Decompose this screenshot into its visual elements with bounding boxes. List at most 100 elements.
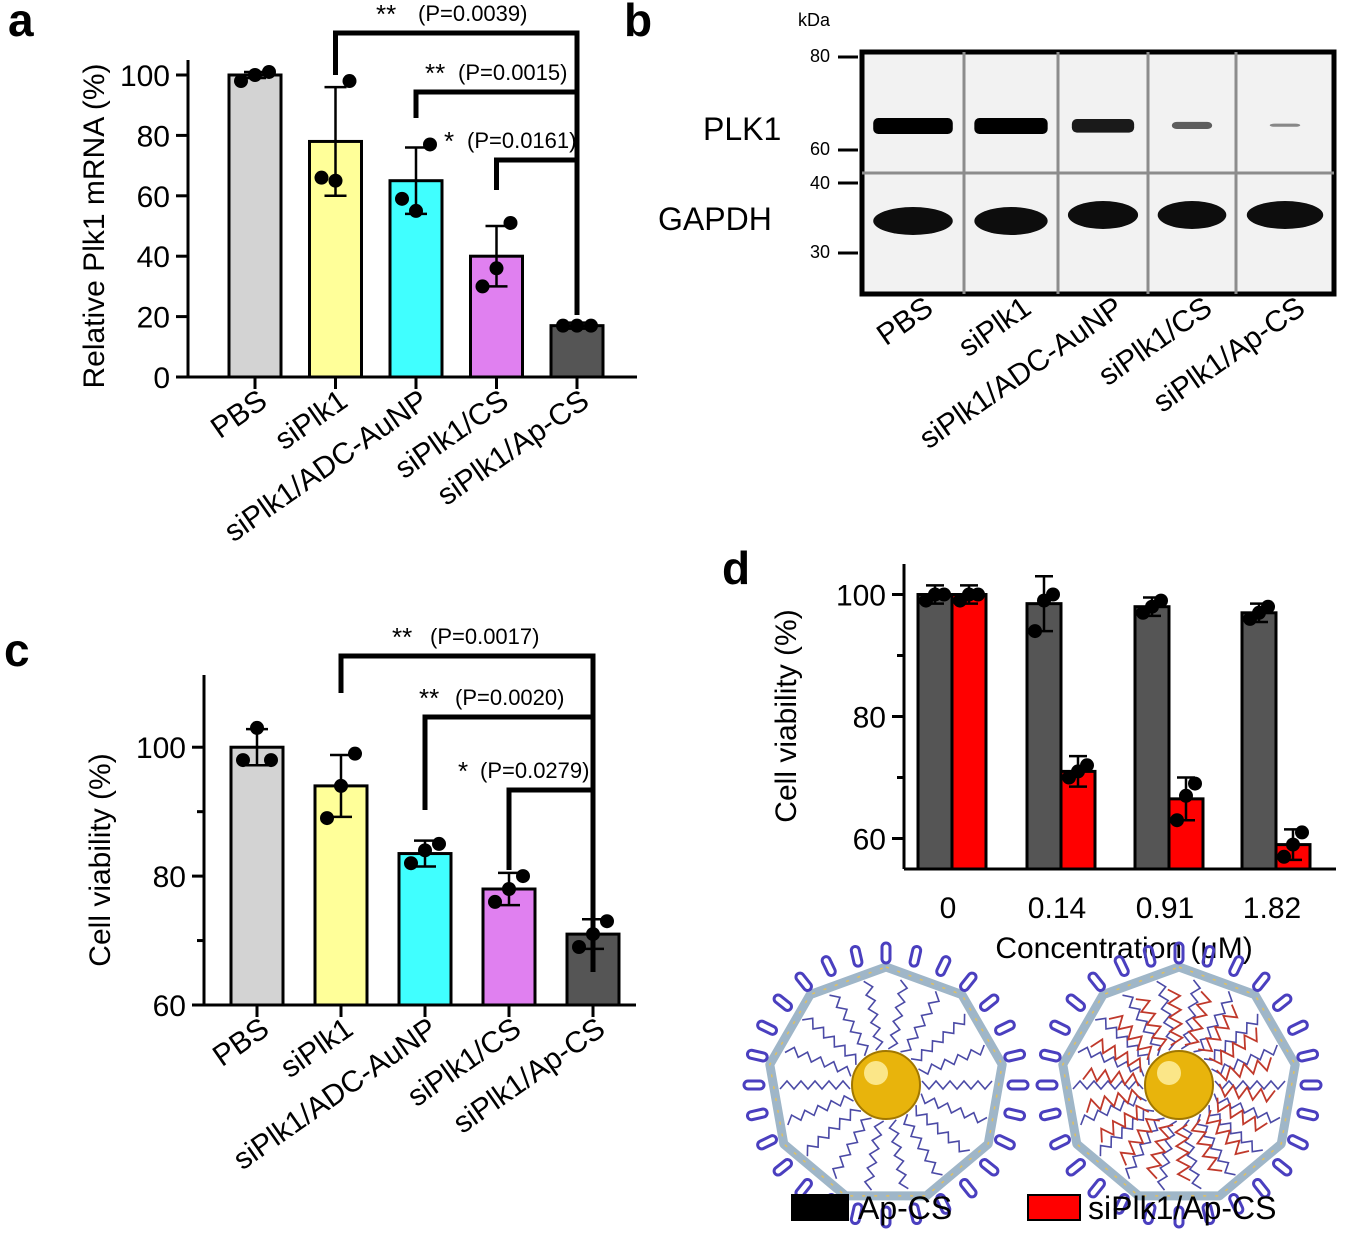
aptamer (1038, 1048, 1062, 1063)
gold-nanoparticle-core (1144, 1050, 1214, 1120)
aptamer (1113, 955, 1130, 977)
aptamer (1087, 1178, 1106, 1199)
aptamer (1228, 1193, 1245, 1215)
aptamer (794, 971, 813, 992)
x-tick-label: 0 (940, 892, 957, 925)
data-point (320, 811, 334, 826)
bar-siplk1-ap-cs (950, 593, 988, 871)
shell-crosslinks (1062, 966, 1296, 1197)
y-axis-label: Relative Plk1 mRNA (%) (78, 63, 111, 388)
data-point (234, 74, 248, 89)
dna-strand (1195, 1113, 1236, 1176)
dna-strand (1080, 1094, 1147, 1126)
aptamer (1296, 1107, 1320, 1122)
aptamer (772, 1158, 793, 1177)
data-point (489, 261, 504, 276)
panel-label-b: b (624, 0, 652, 46)
band-plk1 (1171, 121, 1213, 130)
aptamer (1299, 1079, 1323, 1091)
aptamer (1142, 944, 1157, 968)
sirna-strand (1190, 1118, 1223, 1172)
nanoparticle-ap-cs-illustration (742, 941, 1030, 1229)
aptamer (935, 1193, 952, 1215)
marker-60: 60 (810, 139, 830, 159)
dna-strand (1214, 1079, 1286, 1091)
aptamer (1003, 1107, 1027, 1122)
data-point (334, 778, 348, 793)
dna-strand (1203, 1013, 1259, 1062)
bar-ap-cs (1025, 602, 1063, 871)
data-point (1028, 624, 1042, 639)
band-plk1 (1269, 123, 1301, 127)
bar-pbs (227, 73, 283, 379)
dna-strand (1208, 1105, 1263, 1153)
dna-strand (915, 1105, 970, 1153)
data-point (488, 894, 502, 909)
protein-label-gapdh: GAPDH (658, 201, 772, 237)
data-point (1179, 788, 1193, 803)
sirna-strand (1216, 1097, 1268, 1133)
dna-strand (1180, 979, 1202, 1050)
aptamer (908, 1202, 923, 1226)
panel-label-d: d (722, 542, 750, 594)
aptamer (756, 1134, 778, 1151)
dna-strand (900, 990, 941, 1053)
dna-strand (1181, 1119, 1202, 1190)
aptamer (994, 1134, 1016, 1151)
aptamer (1173, 941, 1185, 965)
bar-siplk1-adc-aunp (397, 852, 453, 1007)
y-tick-label: 60 (153, 990, 186, 1023)
dna-strand (779, 1079, 851, 1091)
significance-stars: ** (425, 58, 445, 88)
x-tick-label: PBS (205, 384, 273, 445)
data-point (1170, 813, 1184, 828)
significance-bracket (494, 157, 580, 315)
dna-strand (1122, 994, 1163, 1057)
aptamer (959, 971, 978, 992)
band-plk1 (873, 118, 953, 134)
data-point (1080, 758, 1094, 773)
aptamer (1252, 971, 1271, 992)
aptamer (1087, 971, 1106, 992)
sirna-strand (1166, 988, 1185, 1047)
sirna-strand (1145, 1124, 1174, 1180)
p-value-label: (P=0.0017) (430, 624, 539, 649)
data-point (502, 882, 516, 896)
dna-strand (888, 1119, 909, 1190)
aptamer (756, 1019, 778, 1036)
band-gapdh (1067, 201, 1139, 229)
marker-30: 30 (810, 242, 830, 262)
sirna-strand (1086, 1088, 1143, 1113)
aptamer (959, 1178, 978, 1199)
aptamer (1006, 1079, 1030, 1091)
p-value-label: (P=0.0279) (480, 758, 589, 783)
core-highlight (1157, 1061, 1181, 1085)
legend-label-siplk1-ap-cs: siPlk1/Ap-CS (1088, 1190, 1277, 1226)
dna-strand (1156, 980, 1177, 1051)
data-point (262, 64, 276, 79)
data-point (395, 191, 409, 206)
aptamer (1173, 1205, 1185, 1229)
aptamer (1272, 993, 1293, 1012)
band-gapdh (873, 207, 953, 235)
dna-strand (1072, 1079, 1144, 1091)
bar-ap-cs (916, 593, 954, 871)
aptamer (994, 1019, 1016, 1036)
aptamer (1287, 1019, 1309, 1036)
sirna-strand (1135, 998, 1168, 1052)
protein-label-plk1: PLK1 (703, 111, 781, 147)
y-tick-label: 80 (853, 702, 886, 735)
p-value-label: (P=0.0039) (418, 1, 527, 26)
dna-strand (887, 979, 909, 1050)
aptamer (1142, 1202, 1157, 1226)
y-tick-label: 40 (137, 241, 170, 274)
x-tick-label: 0.91 (1136, 892, 1194, 925)
data-point (328, 173, 343, 188)
y-tick-label: 60 (853, 824, 886, 857)
dna-strand (784, 1046, 852, 1077)
aptamer (1252, 1178, 1271, 1199)
dna-strand (1193, 990, 1234, 1053)
data-point (937, 587, 951, 602)
aptamer (1287, 1134, 1309, 1151)
